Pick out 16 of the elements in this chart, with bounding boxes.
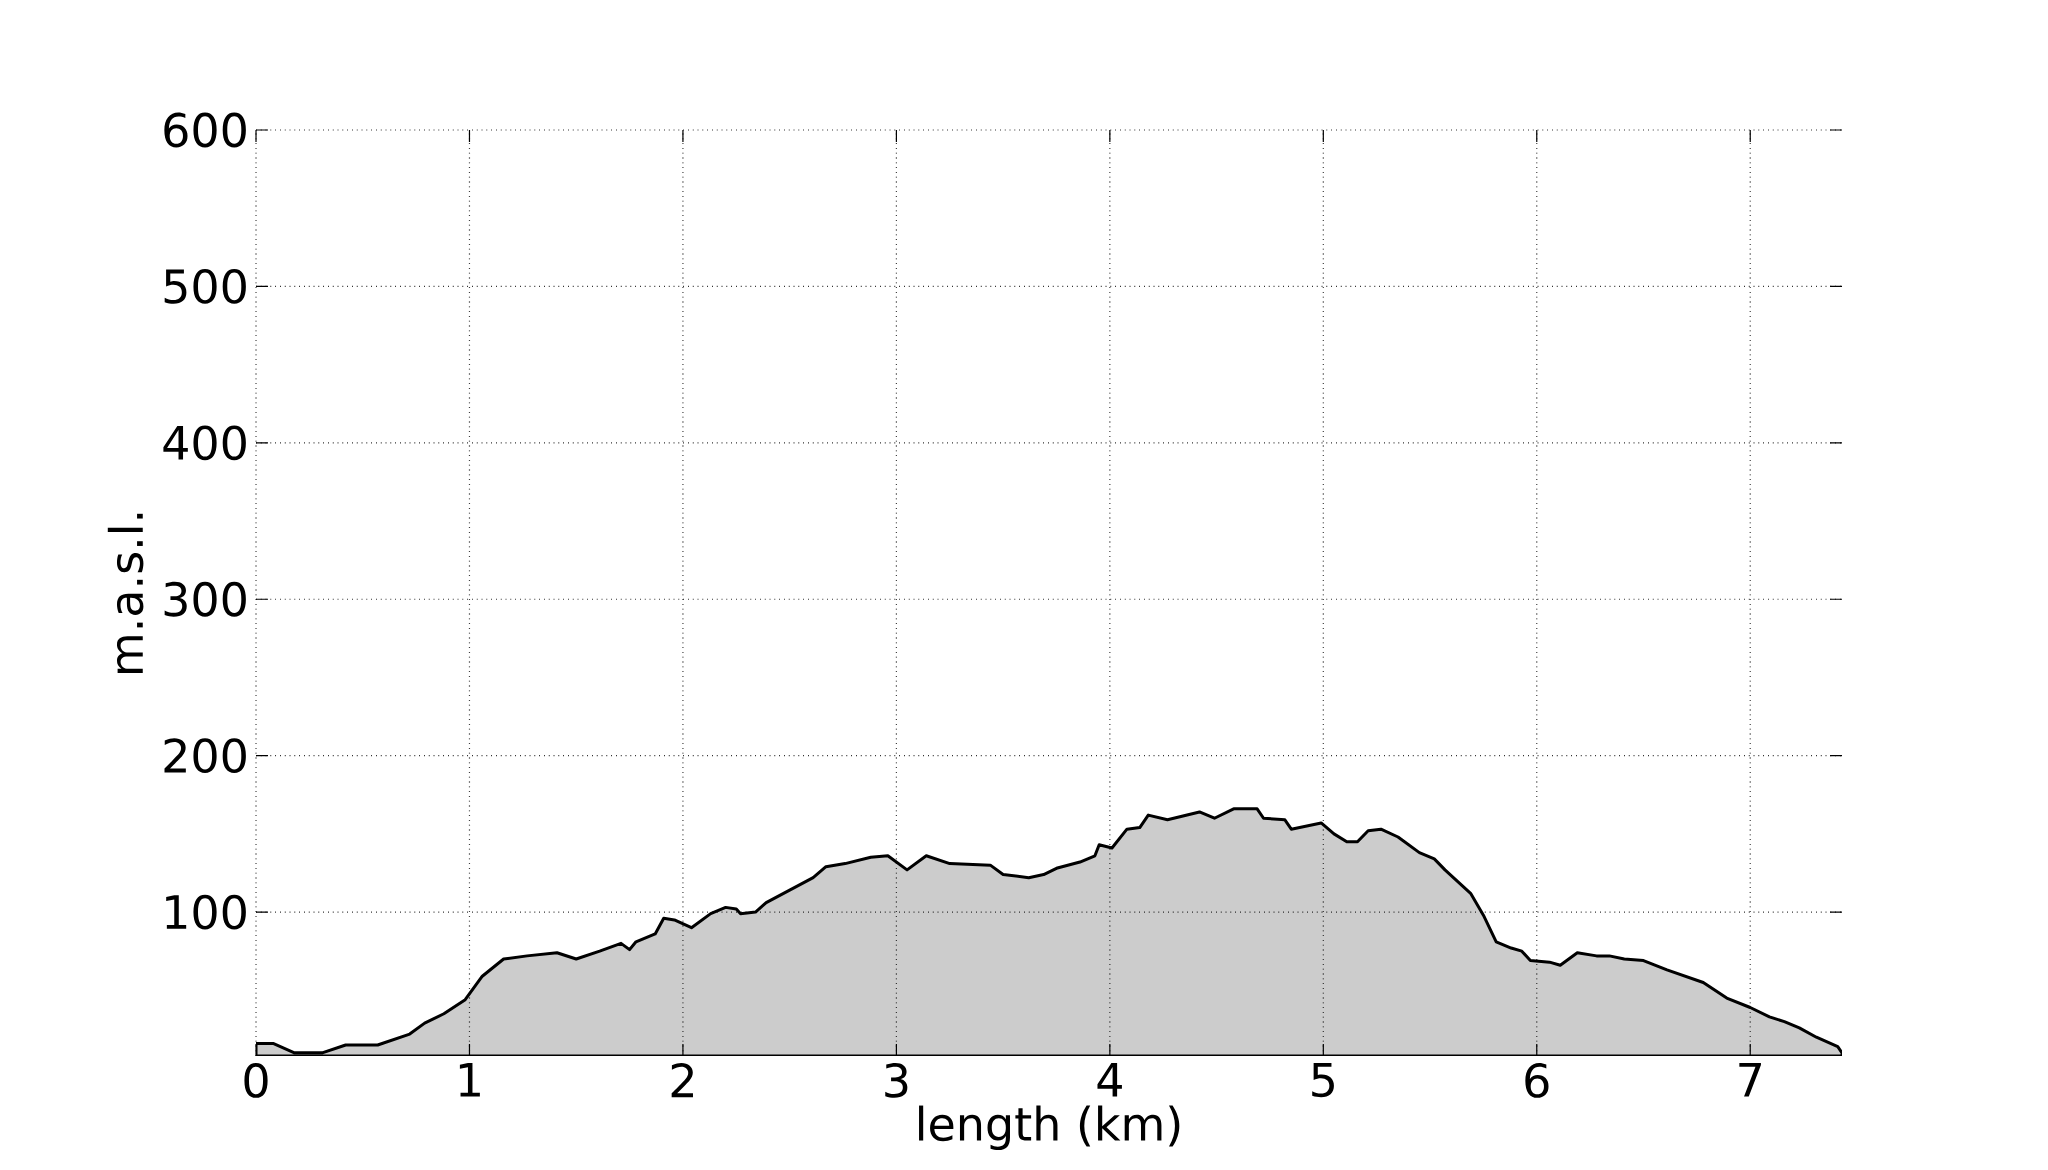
x-tick-label: 3 [885,1063,908,1098]
x-tick-label: 7 [1739,1063,1761,1097]
y-tick-label: 200 [164,738,246,774]
y-axis-title: m.a.s.l. [107,513,144,673]
x-tick-label: 5 [1312,1063,1334,1098]
x-axis-title: length (km) [919,1105,1180,1151]
y-tick-label: 400 [163,425,246,461]
x-tick-label: 4 [1097,1063,1122,1097]
x-tick-label: 6 [1525,1063,1549,1098]
y-tick-label: 300 [164,581,246,617]
y-tick-label: 100 [166,894,246,930]
y-tick-label: 600 [164,112,246,148]
x-tick-label: 2 [671,1063,693,1098]
x-tick-label: 1 [459,1063,480,1097]
y-tick-label: 500 [164,268,246,304]
x-tick-label: 0 [244,1063,268,1098]
